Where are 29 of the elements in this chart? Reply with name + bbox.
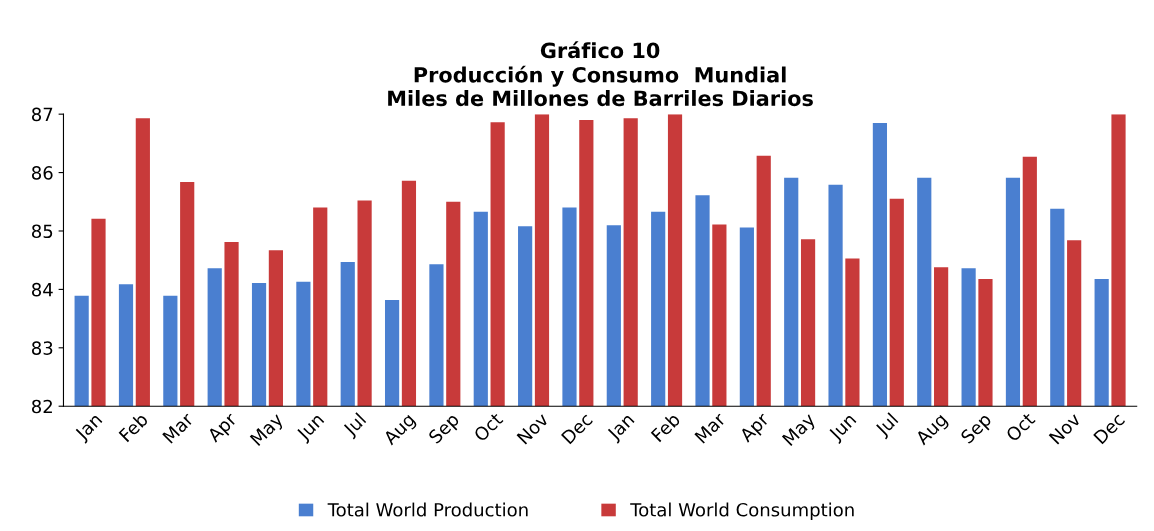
x-tick-label: Jul xyxy=(341,412,369,440)
y-tick-label: 84 xyxy=(32,282,53,297)
x-tick-label: Mar xyxy=(694,411,727,444)
x-tick-label: Apr xyxy=(206,411,241,446)
x-tick-label: Mar xyxy=(162,411,195,444)
x-tick-label: Nov xyxy=(1048,411,1082,445)
x-tick-label: Oct xyxy=(1005,411,1036,443)
x-tick-label: Jan xyxy=(605,412,638,444)
x-tick-label: Feb xyxy=(650,411,681,443)
x-tick-label: Apr xyxy=(738,411,773,446)
y-tick-label: 83 xyxy=(32,341,53,355)
y-tick-label: 85 xyxy=(32,224,53,239)
chart-title: Gráfico 10 Producción y Consumo Mundial Miles de Millones de Barriles Diarios xyxy=(388,41,813,107)
x-tick-label: Feb xyxy=(118,411,149,443)
x-tick-label: Oct xyxy=(472,411,504,443)
x-tick-label: Jun xyxy=(295,412,327,444)
x-tick-label: Aug xyxy=(914,412,951,449)
x-tick-label: Sep xyxy=(427,412,463,447)
y-tick-label: 82 xyxy=(32,399,52,414)
x-tick-label: Sep xyxy=(959,412,995,447)
y-tick-label: 87 xyxy=(32,107,53,122)
y-tick-label: 86 xyxy=(32,166,53,180)
x-tick-label: Jun xyxy=(827,412,859,444)
x-tick-label: Jan xyxy=(73,412,105,444)
legend-label: Total World Consumption xyxy=(630,502,854,521)
x-tick-label: Jul xyxy=(873,412,901,440)
x-tick-label: Dec xyxy=(1093,412,1126,445)
legend-label: Total World Production xyxy=(327,502,528,517)
x-tick-label: Dec xyxy=(561,412,594,445)
